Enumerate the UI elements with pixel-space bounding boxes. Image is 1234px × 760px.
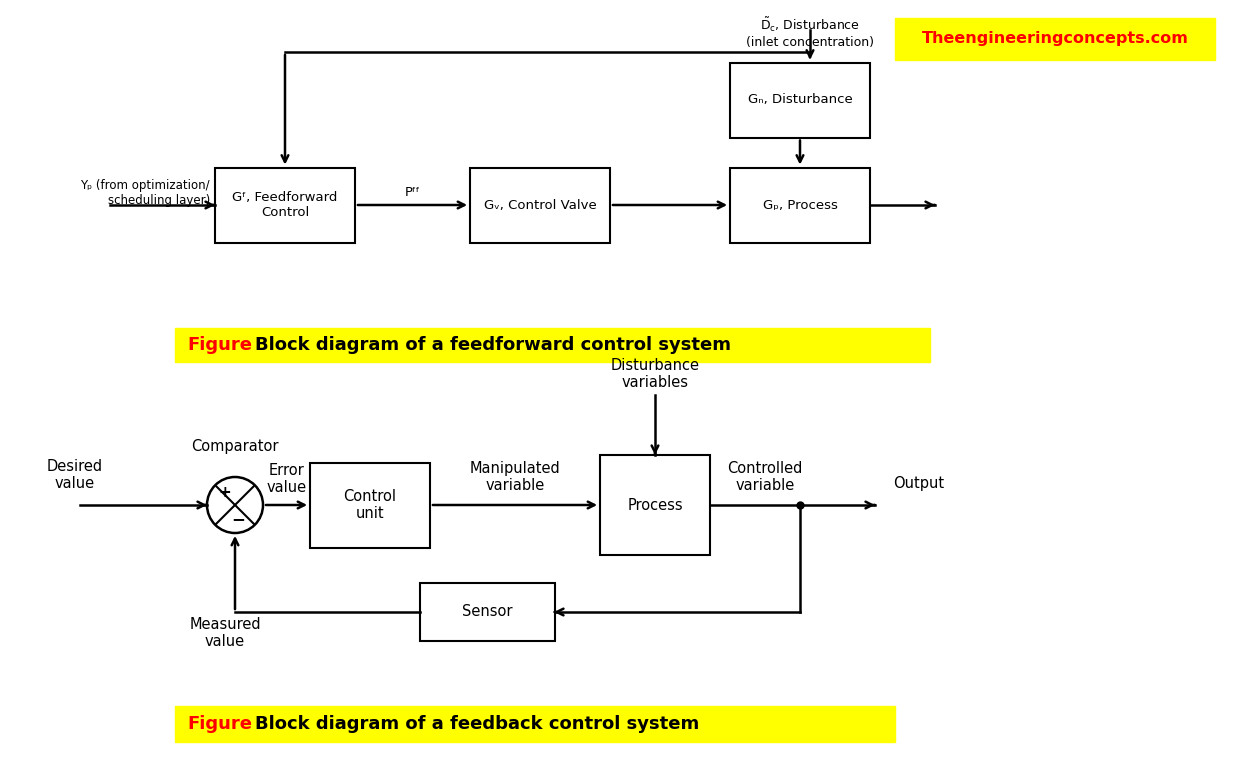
Bar [600,455,710,555]
Text: −: − [231,510,244,528]
Text: Block diagram of a feedback control system: Block diagram of a feedback control syst… [255,715,700,733]
Text: Desired
value: Desired value [47,458,104,491]
Text: Gᵥ, Control Valve: Gᵥ, Control Valve [484,198,596,211]
Text: Figure: Figure [188,336,252,354]
Text: $\mathdefault{\tilde{D}_c}$, Disturbance
(inlet concentration): $\mathdefault{\tilde{D}_c}$, Disturbance… [747,15,874,49]
Text: Control
unit: Control unit [343,489,396,521]
Text: Block diagram of a feedforward control system: Block diagram of a feedforward control s… [255,336,731,354]
Bar [470,167,610,242]
Text: Error
value: Error value [267,463,306,495]
Text: Sensor: Sensor [463,604,513,619]
Bar [731,62,870,138]
Bar [420,583,555,641]
Bar [215,167,355,242]
Text: Process: Process [627,498,682,512]
Bar [175,706,895,742]
Text: Gₚ, Process: Gₚ, Process [763,198,838,211]
Text: +: + [218,485,232,500]
Text: Controlled
variable: Controlled variable [727,461,802,493]
Text: Theengineeringconcepts.com: Theengineeringconcepts.com [922,31,1188,46]
Text: Pᶠᶠ: Pᶠᶠ [405,186,421,199]
Bar [175,328,930,362]
Text: Gᶠ, Feedforward
Control: Gᶠ, Feedforward Control [232,191,338,219]
Text: Yₚ (from optimization/
scheduling layer): Yₚ (from optimization/ scheduling layer) [80,179,210,207]
Text: Comparator: Comparator [191,439,279,454]
Bar [895,18,1215,60]
Text: Disturbance
variables: Disturbance variables [611,358,700,390]
Text: Figure: Figure [188,715,252,733]
Text: Output: Output [893,476,944,491]
Text: Gₙ, Disturbance: Gₙ, Disturbance [748,93,853,106]
Text: Measured
value: Measured value [189,617,260,649]
Bar [310,463,429,547]
Text: Manipulated
variable: Manipulated variable [470,461,560,493]
Bar [731,167,870,242]
